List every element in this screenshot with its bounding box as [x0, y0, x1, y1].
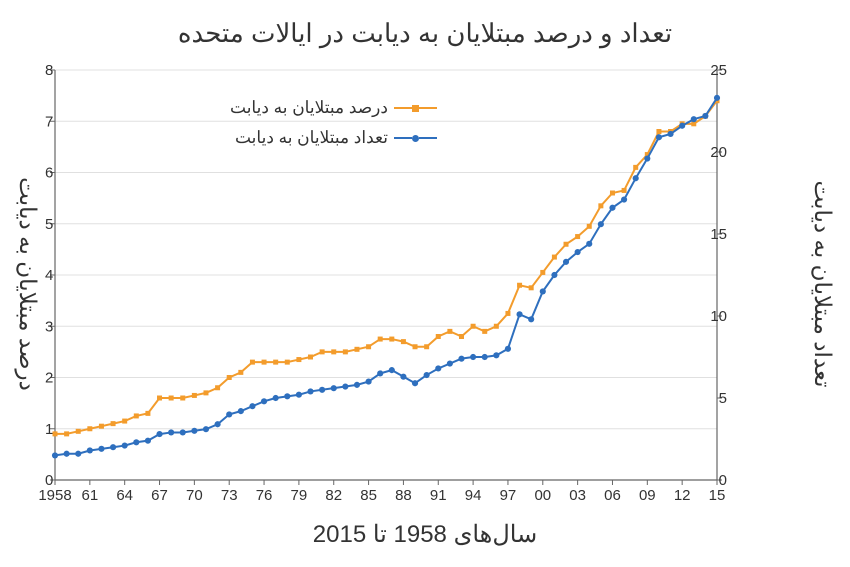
- svg-text:15: 15: [710, 226, 727, 243]
- svg-text:6: 6: [45, 165, 53, 182]
- svg-text:00: 00: [534, 487, 551, 504]
- svg-text:64: 64: [116, 487, 133, 504]
- legend-label-percent: درصد مبتلایان به دیابت: [230, 98, 388, 118]
- svg-text:79: 79: [291, 487, 308, 504]
- svg-text:0: 0: [719, 472, 727, 489]
- svg-text:67: 67: [151, 487, 168, 504]
- svg-text:06: 06: [604, 487, 621, 504]
- svg-text:25: 25: [710, 65, 727, 79]
- svg-text:88: 88: [395, 487, 412, 504]
- x-axis-label: سال‌های 1958 تا 2015: [0, 520, 850, 549]
- svg-text:12: 12: [674, 487, 691, 504]
- svg-text:20: 20: [710, 144, 727, 161]
- legend: درصد مبتلایان به دیابت تعداد مبتلایان به…: [230, 98, 439, 158]
- svg-text:4: 4: [45, 267, 53, 284]
- chart-title: تعداد و درصد مبتلایان به دیابت در ایالات…: [0, 18, 850, 49]
- svg-text:8: 8: [45, 65, 53, 79]
- svg-text:5: 5: [45, 216, 53, 233]
- y-axis-label-count: تعداد مبتلایان به دیابت: [809, 180, 836, 387]
- svg-text:73: 73: [221, 487, 238, 504]
- legend-item-percent: درصد مبتلایان به دیابت: [230, 98, 439, 118]
- diabetes-chart: تعداد و درصد مبتلایان به دیابت در ایالات…: [0, 0, 850, 567]
- svg-text:15: 15: [709, 487, 726, 504]
- legend-marker-count: [394, 135, 437, 142]
- svg-text:1: 1: [45, 421, 53, 438]
- svg-text:85: 85: [360, 487, 377, 504]
- svg-text:5: 5: [719, 390, 727, 407]
- svg-text:1958: 1958: [38, 487, 71, 504]
- svg-text:3: 3: [45, 318, 53, 335]
- svg-text:03: 03: [569, 487, 586, 504]
- svg-text:70: 70: [186, 487, 203, 504]
- svg-text:97: 97: [500, 487, 517, 504]
- svg-text:7: 7: [45, 113, 53, 130]
- svg-text:76: 76: [256, 487, 273, 504]
- legend-marker-percent: [394, 105, 437, 112]
- svg-text:91: 91: [430, 487, 447, 504]
- svg-text:0: 0: [45, 472, 53, 489]
- svg-text:94: 94: [465, 487, 482, 504]
- svg-text:10: 10: [710, 308, 727, 325]
- svg-text:2: 2: [45, 370, 53, 387]
- svg-text:09: 09: [639, 487, 656, 504]
- legend-label-count: تعداد مبتلایان به دیابت: [235, 128, 388, 148]
- svg-text:82: 82: [325, 487, 342, 504]
- legend-item-count: تعداد مبتلایان به دیابت: [230, 128, 439, 148]
- svg-text:61: 61: [81, 487, 98, 504]
